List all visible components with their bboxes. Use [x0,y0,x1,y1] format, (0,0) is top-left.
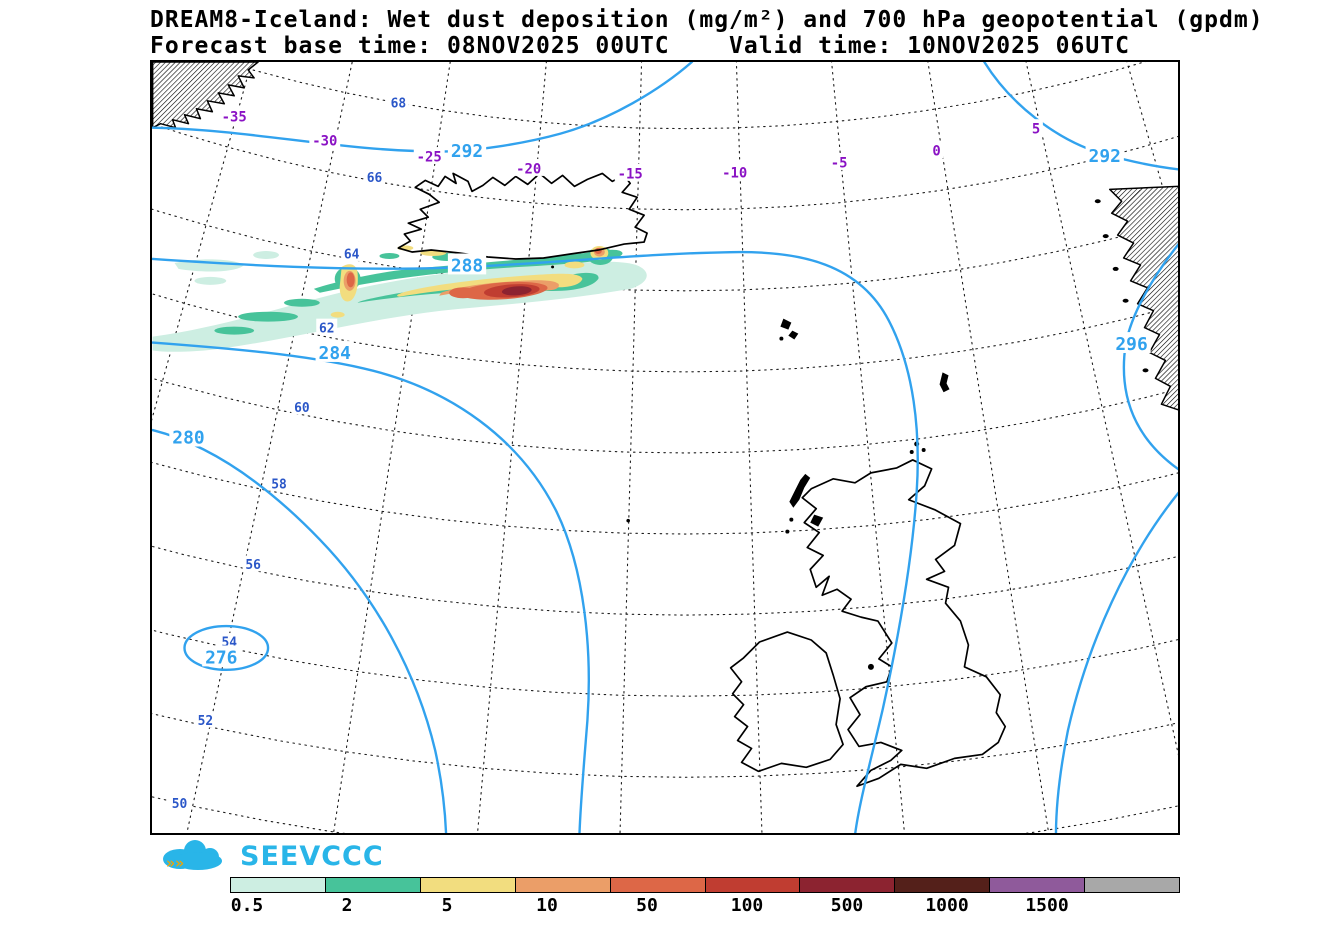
legend-segment [231,878,325,892]
latitude-label: 58 [271,477,287,492]
legend-tick: 100 [730,895,764,916]
contour-292-east [983,62,1178,171]
legend-tick: 1500 [1025,895,1069,916]
longitude-label: -15 [618,166,643,182]
latitude-label: 56 [245,558,261,573]
contour-label: 292 [1089,146,1121,167]
contour-label: 280 [172,428,204,449]
legend-segment [704,878,800,892]
legend-segment [324,878,420,892]
latitude-label: 60 [294,401,310,416]
map-svg: -35-30-25-20 -15 -10-505686664626058565452… [152,62,1178,833]
map-panel: -35 -30 -25 -20 -15 -10 -5 0 5 68 66 64 62 60 58 56 54 52… [150,60,1180,835]
cloud-icon [163,840,222,870]
legend-tick: 10 [536,895,558,916]
chart-subtitle: Forecast base time: 08NOV2025 00UTC Vali… [150,33,1130,59]
arrow-icon: »» [166,854,184,872]
dust-deposition-plume [152,245,647,352]
longitude-label: -35 [222,110,247,126]
legend-segment [989,878,1085,892]
color-scale-ticks: 0.5 2 5 10 50 100 500 1000 1500 [230,895,1190,919]
legend-tick: 0.5 [230,895,264,916]
contour-label: 292 [451,141,483,162]
contour-label: 288 [451,255,483,276]
contour-288 [152,250,919,833]
legend-segment [894,878,990,892]
contour-276 [183,624,270,672]
geopotential-contours [152,62,1178,833]
latitude-label: 64 [344,248,360,263]
contour-label: 276 [205,647,237,668]
contour-label: 296 [1115,334,1147,355]
longitude-label: -20 [516,161,541,177]
seevccc-logo-icon: »» [163,840,222,872]
legend-segment [1084,878,1180,892]
longitude-label: -30 [312,134,337,150]
map-labels: -35-30-25-20 -15 -10-505686664626058565452… [169,93,1151,812]
legend-segment [419,878,515,892]
norway-coast [1094,185,1178,411]
seevccc-logo-text: SEEVCCC [240,841,384,872]
legend-segment [799,878,895,892]
latitude-label: 66 [367,171,383,186]
contour-280 [152,428,448,833]
contour-284 [152,341,590,833]
chart-title: DREAM8-Iceland: Wet dust deposition (mg/… [150,7,1264,33]
legend-tick: 5 [441,895,453,916]
contour-label: 284 [319,343,351,364]
longitude-label: -5 [831,155,848,171]
legend-segment [514,878,610,892]
longitude-label: 0 [932,144,940,160]
latitude-label: 50 [172,797,188,812]
latitude-label: 68 [391,96,407,111]
legend-tick: 50 [636,895,658,916]
legend-tick: 500 [830,895,864,916]
lat-lon-graticule [152,62,1178,833]
longitude-label: -10 [722,165,747,181]
small-islands [551,265,950,670]
legend-segment [609,878,705,892]
legend-tick: 2 [341,895,353,916]
legend-tick: 1000 [925,895,969,916]
latitude-label: 62 [319,321,335,336]
greenland-coast [152,62,259,129]
longitude-label: -25 [417,150,442,166]
deposition-color-scale [230,877,1180,893]
contour-unlabeled [1054,491,1178,833]
longitude-label: 5 [1032,122,1040,138]
latitude-label: 52 [198,714,214,729]
